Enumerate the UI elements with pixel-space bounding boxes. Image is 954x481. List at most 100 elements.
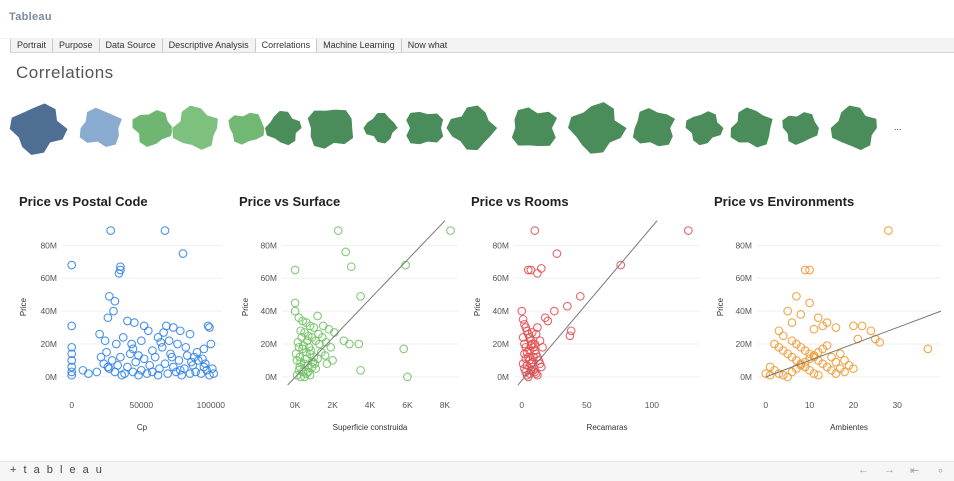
data-point[interactable] bbox=[778, 370, 788, 380]
data-point[interactable] bbox=[341, 247, 351, 257]
data-point[interactable] bbox=[198, 354, 207, 364]
data-point[interactable] bbox=[128, 344, 138, 354]
data-point[interactable] bbox=[857, 321, 867, 331]
data-point[interactable] bbox=[333, 226, 343, 235]
data-point[interactable] bbox=[809, 324, 819, 334]
map-region-9[interactable] bbox=[405, 111, 444, 145]
trend-line[interactable] bbox=[287, 220, 446, 386]
data-point[interactable] bbox=[840, 367, 849, 377]
data-point[interactable] bbox=[827, 352, 836, 362]
map-region-1[interactable] bbox=[9, 102, 69, 156]
data-point[interactable] bbox=[180, 364, 189, 373]
data-point[interactable] bbox=[160, 226, 170, 235]
data-point[interactable] bbox=[111, 339, 121, 349]
data-point[interactable] bbox=[142, 369, 152, 378]
map-region-2[interactable] bbox=[79, 106, 123, 148]
data-point[interactable] bbox=[164, 336, 174, 346]
data-point[interactable] bbox=[153, 370, 163, 380]
data-point[interactable] bbox=[533, 323, 542, 332]
tab-purpose[interactable]: Purpose bbox=[52, 39, 99, 52]
data-point[interactable] bbox=[113, 360, 123, 370]
data-point[interactable] bbox=[114, 268, 124, 278]
data-point[interactable] bbox=[849, 364, 858, 373]
map-region-5[interactable] bbox=[227, 112, 265, 146]
data-point[interactable] bbox=[831, 369, 841, 378]
data-point[interactable] bbox=[290, 306, 300, 316]
data-point[interactable] bbox=[295, 352, 305, 362]
share-icon[interactable]: ∘ bbox=[937, 465, 944, 477]
data-point[interactable] bbox=[521, 354, 531, 364]
data-point[interactable] bbox=[849, 321, 858, 331]
data-point[interactable] bbox=[761, 369, 771, 378]
data-point[interactable] bbox=[104, 291, 114, 301]
data-point[interactable] bbox=[117, 370, 127, 380]
data-point[interactable] bbox=[840, 356, 849, 365]
data-point[interactable] bbox=[143, 326, 153, 336]
data-point[interactable] bbox=[787, 318, 797, 327]
data-point[interactable] bbox=[562, 301, 572, 311]
data-point[interactable] bbox=[356, 291, 365, 301]
data-point[interactable] bbox=[527, 328, 537, 337]
tab-descriptive-analysis[interactable]: Descriptive Analysis bbox=[161, 39, 255, 52]
data-point[interactable] bbox=[322, 359, 332, 369]
data-point[interactable] bbox=[552, 249, 562, 258]
trend-line[interactable] bbox=[765, 310, 942, 378]
data-point[interactable] bbox=[330, 328, 339, 337]
data-point[interactable] bbox=[822, 318, 832, 327]
revert-icon[interactable]: ⇤ bbox=[910, 465, 920, 477]
map-region-12[interactable] bbox=[567, 101, 628, 155]
data-point[interactable] bbox=[303, 367, 313, 377]
data-point[interactable] bbox=[549, 306, 559, 316]
data-point[interactable] bbox=[155, 364, 164, 373]
data-point[interactable] bbox=[320, 351, 330, 360]
data-point[interactable] bbox=[67, 321, 77, 331]
data-point[interactable] bbox=[160, 359, 170, 369]
data-point[interactable] bbox=[531, 329, 541, 339]
data-point[interactable] bbox=[139, 321, 149, 331]
data-point[interactable] bbox=[295, 362, 305, 372]
data-point[interactable] bbox=[157, 342, 167, 352]
data-point[interactable] bbox=[116, 352, 125, 362]
data-point[interactable] bbox=[200, 359, 210, 369]
data-point[interactable] bbox=[178, 249, 188, 258]
map-region-8[interactable] bbox=[362, 112, 399, 145]
data-point[interactable] bbox=[189, 352, 199, 362]
data-point[interactable] bbox=[173, 339, 182, 349]
data-point[interactable] bbox=[123, 316, 132, 326]
data-point[interactable] bbox=[67, 356, 77, 365]
redo-icon[interactable]: → bbox=[884, 464, 895, 476]
data-point[interactable] bbox=[517, 306, 527, 316]
map-region-7[interactable] bbox=[307, 108, 354, 150]
data-point[interactable] bbox=[106, 226, 116, 235]
data-point[interactable] bbox=[175, 326, 185, 336]
data-point[interactable] bbox=[831, 323, 841, 332]
data-point[interactable] bbox=[533, 268, 542, 278]
data-point[interactable] bbox=[301, 354, 310, 364]
data-point[interactable] bbox=[522, 347, 532, 357]
data-point[interactable] bbox=[783, 306, 793, 316]
data-point[interactable] bbox=[209, 369, 219, 378]
data-point[interactable] bbox=[866, 326, 876, 336]
data-point[interactable] bbox=[536, 264, 546, 273]
data-point[interactable] bbox=[127, 339, 136, 349]
data-point[interactable] bbox=[103, 362, 113, 372]
data-point[interactable] bbox=[174, 356, 184, 365]
data-point[interactable] bbox=[110, 296, 120, 306]
undo-icon[interactable]: ← bbox=[858, 464, 869, 476]
data-point[interactable] bbox=[321, 337, 331, 347]
data-point[interactable] bbox=[107, 356, 117, 365]
data-point[interactable] bbox=[290, 265, 300, 275]
data-point[interactable] bbox=[103, 313, 113, 323]
data-point[interactable] bbox=[522, 360, 532, 370]
data-point[interactable] bbox=[565, 331, 575, 341]
scatter-chart-postal-code[interactable]: 0M 20M 40M 60M 80M 0 50000 100000 Price Cp bbox=[10, 214, 232, 436]
data-point[interactable] bbox=[399, 344, 409, 354]
data-point[interactable] bbox=[206, 339, 216, 349]
data-point[interactable] bbox=[102, 347, 111, 357]
data-point[interactable] bbox=[313, 311, 322, 321]
data-point[interactable] bbox=[796, 310, 806, 319]
data-point[interactable] bbox=[153, 333, 163, 342]
data-point[interactable] bbox=[290, 298, 300, 308]
data-point[interactable] bbox=[778, 346, 788, 355]
data-point[interactable] bbox=[518, 359, 528, 369]
